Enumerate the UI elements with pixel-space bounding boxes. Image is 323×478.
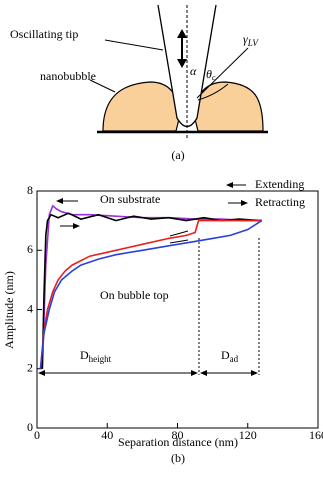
- x-axis-label: Separation distance (nm): [118, 435, 238, 449]
- legend: Extending Retracting: [226, 177, 305, 209]
- annotation-arrow: [169, 239, 189, 244]
- bubble-right: [193, 81, 264, 132]
- annotation-arrow: [169, 230, 189, 237]
- legend-arrow-head: [226, 182, 233, 188]
- annotation: On bubble top: [100, 288, 169, 302]
- y-tick-label: 2: [27, 361, 33, 375]
- annotation: On substrate: [100, 192, 160, 206]
- tension-line: [196, 47, 249, 99]
- y-tick-label: 8: [27, 183, 33, 197]
- series-line: [41, 212, 262, 369]
- tip-label: Oscillating tip: [10, 27, 78, 41]
- x-tick-label: 40: [101, 428, 113, 442]
- angle-arc: [197, 83, 229, 101]
- y-tick-label: 4: [27, 301, 33, 315]
- y-tick-label: 6: [27, 242, 33, 256]
- gamma: γLV: [243, 32, 259, 48]
- theta: θc: [206, 67, 216, 82]
- series-line: [39, 219, 262, 369]
- annotation-arrow-head: [73, 223, 80, 229]
- caption-a: (a): [171, 148, 184, 162]
- diagram: Oscillating tip nanobubble α θc γLV (a): [10, 4, 268, 162]
- y-axis-label: Amplitude (nm): [2, 271, 16, 349]
- x-tick-label: 80: [172, 428, 184, 442]
- tip-pointer: [104, 39, 164, 51]
- arrow-heads: [177, 29, 187, 68]
- annotations: On substrate On bubble top Dheight Dad: [38, 192, 260, 376]
- bubble-pointer: [89, 79, 116, 93]
- plot-frame: [36, 190, 319, 429]
- alpha: α: [190, 64, 197, 78]
- caption-b: (b): [171, 451, 185, 465]
- bubble-left: [102, 81, 181, 132]
- y-tick-label: 0: [27, 420, 33, 434]
- legend-label: Extending: [255, 177, 304, 191]
- annotation-arrow-head: [56, 198, 63, 204]
- annotation: Dad: [221, 348, 239, 364]
- bubble-label: nanobubble: [40, 69, 96, 83]
- series-line: [39, 219, 263, 369]
- legend-label: Retracting: [255, 195, 305, 209]
- x-tick-label: 0: [34, 428, 40, 442]
- legend-arrow-head: [241, 200, 248, 206]
- x-tick-label: 120: [239, 428, 257, 442]
- x-tick-label: 160: [309, 428, 323, 442]
- annotation: Dheight: [80, 348, 112, 364]
